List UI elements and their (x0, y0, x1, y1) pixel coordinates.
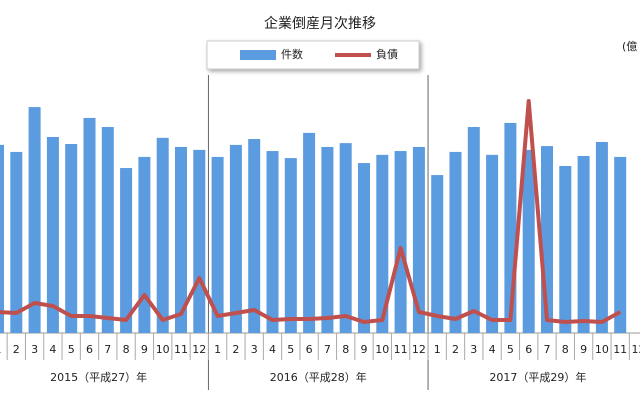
x-tick-label: 12 (632, 343, 640, 356)
x-tick-label: 3 (251, 343, 258, 356)
bar (248, 139, 261, 333)
bar (83, 117, 96, 333)
bar (431, 175, 444, 333)
x-tick-label: 2 (13, 343, 20, 356)
x-tick-label: 8 (342, 343, 349, 356)
x-tick-label: 1 (0, 343, 2, 356)
x-tick-label: 9 (361, 343, 368, 356)
x-tick-label: 4 (49, 343, 56, 356)
bar (65, 144, 78, 333)
x-tick-label: 11 (394, 343, 408, 356)
bar (46, 136, 59, 333)
y2-axis-label: (億 (622, 40, 637, 53)
bar (101, 127, 114, 334)
bar (211, 156, 224, 333)
bar (0, 144, 4, 333)
legend-label: 件数 (281, 48, 303, 61)
x-tick-label: 7 (544, 343, 551, 356)
bar (449, 151, 462, 333)
bar (138, 156, 151, 333)
x-tick-label: 5 (287, 343, 294, 356)
chart-title: 企業倒産月次推移 (264, 15, 376, 32)
x-tick-label: 6 (525, 343, 532, 356)
bar (412, 146, 425, 333)
bar (376, 154, 389, 333)
x-tick-label: 6 (86, 343, 93, 356)
x-tick-label: 6 (306, 343, 313, 356)
x-tick-label: 12 (412, 343, 426, 356)
bar (394, 151, 407, 333)
bar (156, 137, 169, 333)
bar (486, 154, 499, 333)
x-group-label: 2015（平成27）年 (50, 370, 147, 384)
bar (284, 158, 297, 333)
bar (522, 149, 535, 333)
x-tick-label: 2 (452, 343, 459, 356)
x-tick-label: 8 (562, 343, 569, 356)
x-tick-label: 11 (174, 343, 188, 356)
bar (321, 146, 334, 333)
bar (467, 127, 480, 334)
legend-swatch (240, 50, 276, 60)
x-tick-label: 10 (156, 343, 170, 356)
legend-label: 負債 (376, 47, 398, 61)
bar (559, 165, 572, 333)
x-tick-label: 10 (595, 343, 609, 356)
bar (358, 163, 370, 333)
bar (339, 143, 352, 333)
x-tick-label: 3 (470, 343, 477, 356)
bar (120, 168, 133, 333)
line-series (0, 99, 622, 325)
x-group-label: 2017（平成29）年 (489, 370, 586, 384)
x-tick-label: 4 (489, 343, 496, 356)
x-tick-label: 7 (324, 343, 331, 356)
bar (229, 144, 242, 333)
x-tick-label: 7 (104, 343, 111, 356)
x-tick-label: 10 (375, 343, 389, 356)
bar (577, 156, 590, 333)
x-tick-label: 9 (141, 343, 148, 356)
x-tick-label: 2 (232, 343, 239, 356)
x-tick-label: 8 (123, 343, 130, 356)
x-tick-label: 12 (192, 343, 206, 356)
bar (28, 107, 41, 333)
bar (614, 156, 627, 333)
x-group-label: 2016（平成28）年 (270, 370, 367, 384)
x-tick-label: 5 (507, 343, 514, 356)
bar (175, 146, 187, 333)
x-tick-label: 11 (613, 343, 627, 356)
x-tick-label: 9 (580, 343, 587, 356)
bar (193, 149, 206, 333)
x-tick-label: 1 (434, 343, 441, 356)
bar (595, 141, 608, 333)
bar (303, 132, 316, 333)
x-tick-label: 5 (68, 343, 75, 356)
x-tick-label: 1 (214, 343, 221, 356)
bar (266, 151, 279, 333)
bar (10, 151, 23, 333)
x-tick-label: 3 (31, 343, 38, 356)
x-tick-label: 4 (269, 343, 276, 356)
